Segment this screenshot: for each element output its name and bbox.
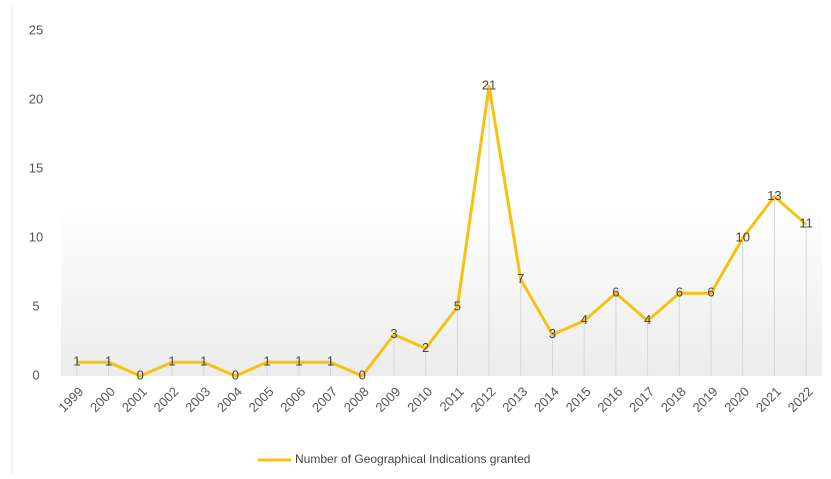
x-tick-label: 2012 [468, 384, 499, 415]
x-tick-label: 2020 [721, 384, 752, 415]
data-label: 6 [676, 285, 683, 300]
data-label: 11 [799, 216, 813, 231]
x-tick-label: 2011 [437, 384, 467, 414]
data-label: 1 [73, 354, 80, 369]
series-line [76, 84, 808, 378]
data-label: 3 [549, 326, 556, 341]
x-tick-label: 2018 [658, 384, 689, 415]
data-label: 5 [454, 298, 461, 313]
x-tick-label: 2002 [150, 384, 181, 415]
data-label: 1 [105, 354, 112, 369]
data-label: 1 [327, 354, 334, 369]
y-tick-label: 15 [29, 160, 43, 175]
x-tick-label: 2014 [531, 384, 562, 415]
x-tick-label: 2016 [594, 384, 625, 415]
y-tick-label: 5 [32, 298, 39, 313]
data-label: 2 [422, 340, 429, 355]
data-label: 1 [200, 354, 207, 369]
data-label: 1 [295, 354, 302, 369]
y-tick-label: 25 [29, 22, 43, 37]
x-tick-label: 2015 [563, 384, 594, 415]
y-tick-label: 0 [32, 367, 39, 382]
x-tick-label: 2019 [690, 384, 721, 415]
x-tick-label: 1999 [55, 384, 86, 415]
data-label: 6 [612, 285, 619, 300]
x-tick-label: 2001 [119, 384, 150, 415]
data-label: 21 [482, 78, 496, 93]
x-tick-label: 2009 [372, 384, 403, 415]
data-label: 0 [137, 367, 144, 382]
data-label: 1 [263, 354, 270, 369]
x-tick-label: 2003 [182, 384, 213, 415]
x-tick-label: 2022 [785, 384, 816, 415]
data-label: 0 [232, 367, 239, 382]
x-tick-label: 2010 [404, 384, 435, 415]
x-tick-label: 2000 [87, 384, 118, 415]
x-tick-label: 2013 [499, 384, 530, 415]
y-tick-label: 20 [29, 91, 43, 106]
legend-label: Number of Geographical Indications grant… [295, 452, 530, 466]
x-tick-label: 2017 [626, 384, 657, 415]
y-tick-label: 10 [29, 229, 43, 244]
data-label: 10 [735, 229, 749, 244]
x-tick-label: 2005 [246, 384, 277, 415]
data-label: 4 [581, 312, 588, 327]
x-tick-label: 2007 [309, 384, 340, 415]
data-label: 0 [359, 367, 366, 382]
data-label: 6 [707, 285, 714, 300]
x-tick-label: 2008 [341, 384, 372, 415]
x-tick-label: 2021 [753, 384, 784, 415]
x-tick-label: 2004 [214, 384, 245, 415]
data-label: 3 [390, 326, 397, 341]
data-label: 4 [644, 312, 651, 327]
x-tick-label: 2006 [277, 384, 308, 415]
data-label: 13 [767, 188, 781, 203]
data-label: 1 [168, 354, 175, 369]
plot-background [61, 200, 822, 376]
data-label: 7 [517, 271, 524, 286]
